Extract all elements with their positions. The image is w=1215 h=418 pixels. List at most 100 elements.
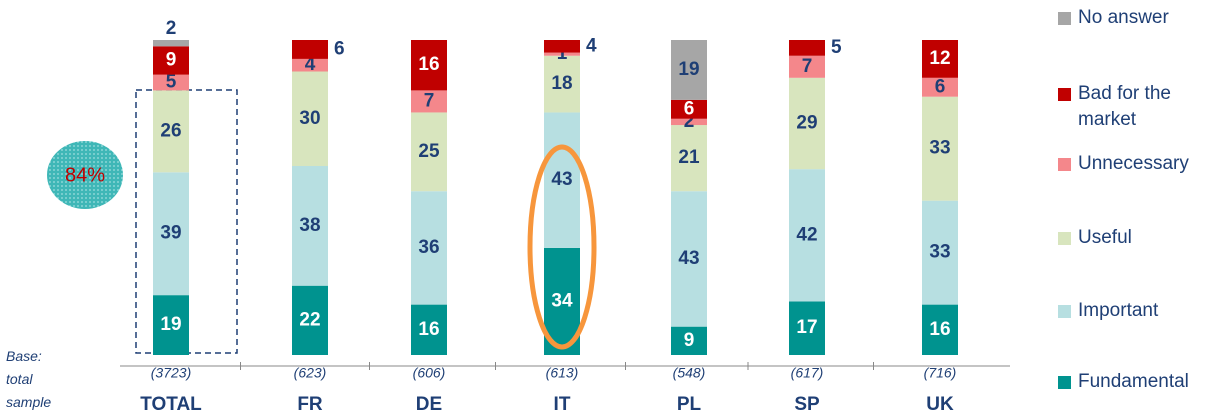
base-label: (3723)	[151, 365, 191, 381]
bar-segment	[292, 71, 328, 166]
value-label: 38	[299, 215, 320, 236]
bar-segment	[789, 169, 825, 302]
bar-segment	[292, 58, 328, 72]
bar-segment	[292, 40, 328, 59]
value-label: 7	[802, 56, 813, 77]
legend-item: Unnecessary	[1058, 151, 1208, 177]
highlight-label: 84%	[65, 164, 105, 186]
value-label: 42	[796, 224, 817, 245]
bar-segment	[671, 326, 707, 355]
legend-swatch	[1058, 376, 1071, 389]
bar-segment	[671, 118, 707, 126]
x-tick-label: FR	[297, 394, 323, 415]
bar-segment	[411, 90, 447, 113]
legend-swatch	[1058, 88, 1071, 101]
value-label: 6	[334, 38, 345, 59]
x-tick-label: TOTAL	[140, 394, 202, 415]
value-label: 4	[305, 54, 316, 75]
value-label: 18	[551, 73, 572, 94]
bar-segment	[411, 304, 447, 355]
bar-segment	[671, 40, 707, 100]
value-label: 26	[160, 120, 181, 141]
value-label: 33	[929, 138, 950, 159]
bar-segment	[544, 55, 580, 113]
value-label: 16	[418, 319, 439, 340]
bar-segment	[671, 125, 707, 192]
x-tick-label: DE	[416, 394, 442, 415]
value-label: 5	[166, 72, 177, 93]
value-label: 29	[796, 112, 817, 133]
value-label: 4	[586, 35, 597, 56]
legend-swatch	[1058, 305, 1071, 318]
base-label: (606)	[413, 365, 446, 381]
value-label: 34	[551, 290, 573, 311]
bar-segment	[411, 191, 447, 305]
bar-segment	[789, 55, 825, 78]
legend-swatch	[1058, 12, 1071, 25]
bar-segment	[671, 99, 707, 119]
x-tick-label: PL	[677, 394, 702, 415]
value-label: 6	[935, 76, 946, 97]
bar-segment	[671, 191, 707, 327]
legend-label: Useful	[1078, 227, 1132, 248]
bar-segment	[922, 96, 958, 201]
value-label: 16	[929, 319, 950, 340]
bar-segment	[789, 301, 825, 355]
value-label: 2	[684, 111, 695, 132]
highlight-badge	[47, 141, 123, 209]
bar-segment	[922, 77, 958, 97]
value-label: 43	[551, 169, 572, 190]
bar-segment	[153, 46, 189, 75]
base-label: (623)	[294, 365, 327, 381]
legend-item: Important	[1058, 298, 1208, 324]
bar-segment	[292, 285, 328, 355]
bar-segment	[292, 166, 328, 286]
bar-segment	[789, 77, 825, 170]
value-label: 19	[160, 314, 181, 335]
base-label: (548)	[673, 365, 706, 381]
bar-segment	[153, 172, 189, 296]
base-label: (613)	[546, 365, 579, 381]
value-label: 21	[678, 147, 700, 168]
bar-segment	[922, 304, 958, 355]
legend-label: Important	[1078, 300, 1159, 321]
value-label: 39	[160, 223, 181, 244]
value-label: 12	[929, 48, 950, 69]
value-label: 22	[299, 309, 320, 330]
value-label: 25	[418, 141, 440, 162]
value-label: 17	[796, 317, 817, 338]
value-label: 33	[929, 242, 950, 263]
legend-item: Fundamental	[1058, 369, 1208, 395]
value-label: 7	[424, 90, 435, 111]
legend-item: No answer	[1058, 5, 1208, 31]
legend-swatch	[1058, 232, 1071, 245]
bar-segment	[544, 112, 580, 248]
base-note: Base: total sample	[6, 348, 52, 410]
x-tick-label: IT	[554, 394, 571, 415]
value-label: 6	[684, 98, 695, 119]
value-label: 16	[418, 54, 439, 75]
bar-segment	[153, 295, 189, 355]
legend-label: No answer	[1078, 7, 1169, 28]
value-label: 43	[678, 248, 699, 269]
value-label: 30	[299, 108, 320, 129]
legend-label: Fundamental	[1078, 371, 1189, 392]
bar-segment	[153, 40, 189, 47]
legend-label: Bad for the market	[1078, 83, 1171, 130]
x-tick-label: SP	[794, 394, 820, 415]
value-label: 5	[831, 37, 842, 58]
bar-segment	[922, 40, 958, 78]
legend-swatch	[1058, 158, 1071, 171]
bar-segment	[922, 200, 958, 305]
legend-label: Unnecessary	[1078, 153, 1189, 174]
bar-segment	[789, 40, 825, 56]
value-label: 36	[418, 237, 439, 258]
base-label: (617)	[791, 365, 824, 381]
bar-segment	[153, 90, 189, 173]
value-label: 9	[684, 330, 695, 351]
value-label: 9	[166, 49, 177, 70]
value-label: 2	[166, 18, 177, 39]
value-label: 19	[678, 59, 699, 80]
bar-segment	[411, 112, 447, 192]
